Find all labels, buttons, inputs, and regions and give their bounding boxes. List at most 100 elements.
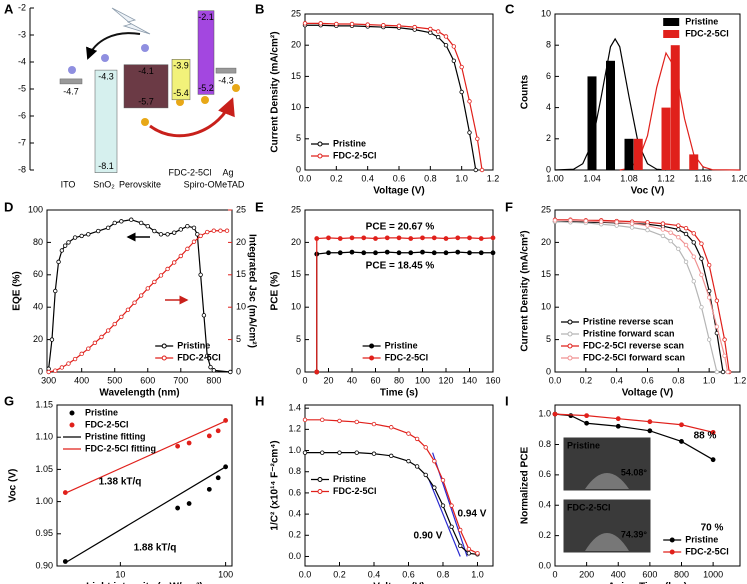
legend-label: Pristine reverse scan	[583, 316, 674, 326]
y-tick-label: 15	[541, 269, 551, 279]
panel-letter: B	[255, 1, 264, 16]
data-point	[435, 34, 441, 40]
legend-label: Pristine	[385, 340, 418, 350]
x-tick-label: 140	[462, 375, 477, 385]
panel-letter: F	[505, 199, 513, 214]
y-tick-label: 60	[33, 269, 43, 279]
data-point	[62, 243, 68, 248]
data-point	[683, 225, 689, 231]
y-tick-label: 1.15	[35, 399, 53, 409]
data-point	[466, 551, 472, 556]
x-tick-label: 1.2	[487, 173, 500, 183]
y-tick-label: 40	[33, 302, 43, 312]
y-axis-label: 1/C² (x10¹⁴ F⁻²cm⁴)	[270, 440, 281, 530]
x-tick-label: 0	[302, 375, 307, 385]
annotation: 1.88 kT/q	[134, 543, 177, 554]
energy-band	[197, 10, 215, 95]
data-point	[568, 218, 573, 223]
legend-label: Pristine forward scan	[583, 328, 675, 338]
data-point	[211, 228, 217, 233]
data-point	[412, 24, 417, 30]
data-point	[478, 250, 484, 256]
data-point	[314, 236, 320, 241]
legend-swatch	[663, 18, 680, 26]
x-tick-label: 120	[438, 375, 453, 385]
data-point	[396, 23, 402, 29]
x-tick-label: 800	[206, 375, 221, 385]
data-point	[158, 273, 164, 278]
fit-line	[428, 479, 461, 557]
y-axis-label: Voc (V)	[8, 469, 19, 503]
data-point	[373, 250, 378, 256]
electron	[141, 44, 149, 52]
data-point	[660, 233, 666, 239]
panel-letter: G	[4, 393, 14, 408]
x-tick-label: 200	[579, 569, 594, 579]
data-point	[205, 229, 210, 235]
data-point	[406, 431, 411, 436]
contact-angle: 74.39°	[621, 529, 648, 539]
y-tick-label: 0.6	[538, 469, 551, 479]
data-point	[449, 524, 454, 530]
data-point	[467, 235, 472, 241]
x-axis-label: Light intensity (mW/cm²)	[86, 582, 203, 584]
y2-tick-label: 25	[236, 204, 246, 214]
data-point	[720, 369, 726, 375]
data-point	[302, 450, 308, 455]
lumo-label: -3.9	[173, 61, 189, 71]
data-point	[224, 228, 230, 233]
legend-label: FDC-2-5Cl	[385, 352, 429, 362]
droplet	[585, 473, 629, 489]
data-point	[337, 418, 342, 424]
data-point	[389, 425, 394, 430]
data-point	[125, 307, 131, 312]
annotation: 70 %	[701, 523, 724, 534]
y-tick-label: 0.0	[538, 560, 551, 570]
x-tick-label: 0.2	[333, 569, 346, 579]
data-point	[722, 353, 727, 358]
data-point	[676, 223, 681, 228]
legend-label: Pristine fitting	[85, 431, 146, 441]
data-point	[647, 428, 653, 434]
data-point	[365, 22, 370, 27]
y-axis-label: PCE (%)	[270, 272, 281, 311]
y-tick-label: -6	[18, 110, 26, 120]
x-tick-label: 0.2	[330, 173, 343, 183]
y-tick-label: 5	[296, 334, 301, 344]
y-tick-label: 8	[546, 40, 551, 50]
x-tick-label: 800	[674, 569, 689, 579]
x-tick-label: 40	[347, 375, 357, 385]
data-point	[46, 369, 51, 375]
data-point	[145, 223, 150, 229]
data-point	[59, 365, 65, 370]
data-point	[451, 58, 457, 63]
data-point	[105, 225, 111, 231]
data-point	[552, 218, 558, 223]
data-point	[211, 368, 217, 373]
x-tick-label: 80	[394, 375, 404, 385]
y-tick-label: -5	[18, 83, 26, 93]
data-point	[710, 429, 716, 435]
y-tick-label: 0.95	[35, 528, 53, 538]
data-point	[458, 527, 463, 533]
data-point	[165, 266, 170, 272]
x-tick-label: 100	[218, 569, 233, 579]
data-point	[119, 219, 124, 224]
data-point	[201, 313, 207, 318]
data-point	[205, 353, 210, 358]
data-point	[722, 337, 727, 342]
bar	[661, 107, 671, 170]
homo-label: -5.7	[138, 96, 154, 106]
data-point	[431, 235, 437, 241]
y-tick-label: 15	[291, 269, 301, 279]
data-point	[475, 551, 480, 556]
x-tick-label: 0.6	[641, 375, 654, 385]
data-point	[218, 228, 223, 233]
material-name: Ag	[222, 167, 233, 177]
x-tick-label: 0.2	[580, 375, 593, 385]
data-point	[614, 220, 619, 225]
data-point	[302, 21, 308, 26]
bar	[670, 45, 680, 171]
y2-tick-label: 0	[236, 366, 241, 376]
x-axis-label: Wavelength (nm)	[99, 388, 179, 399]
